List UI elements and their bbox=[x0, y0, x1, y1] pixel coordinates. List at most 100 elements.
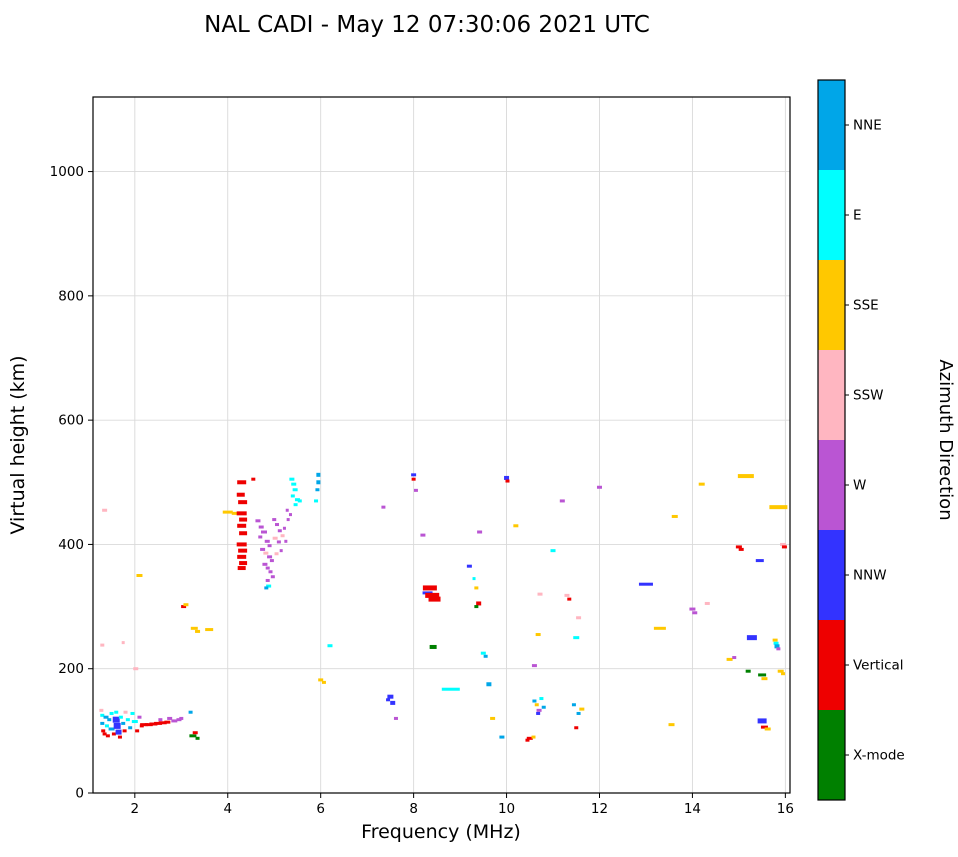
echo-point bbox=[231, 511, 238, 515]
echo-point bbox=[387, 694, 394, 699]
echo-point bbox=[264, 539, 270, 543]
echo-point bbox=[239, 561, 248, 566]
echo-point bbox=[237, 480, 247, 485]
colorbar-label-w: W bbox=[853, 478, 866, 494]
echo-point bbox=[140, 723, 149, 727]
echo-point bbox=[270, 575, 275, 579]
echo-point bbox=[726, 657, 733, 661]
echo-point bbox=[476, 601, 482, 606]
echo-point bbox=[118, 715, 123, 719]
x-tick-label: 6 bbox=[316, 801, 325, 817]
echo-point bbox=[574, 726, 579, 730]
echo-point bbox=[238, 500, 248, 505]
echo-point bbox=[133, 667, 139, 671]
echo-point bbox=[474, 605, 479, 609]
echo-point bbox=[239, 531, 248, 536]
x-tick-label: 10 bbox=[498, 801, 515, 817]
echo-point bbox=[123, 710, 128, 714]
echo-point bbox=[238, 548, 248, 553]
echo-point bbox=[205, 628, 214, 632]
echo-point bbox=[539, 697, 544, 701]
echo-point bbox=[483, 654, 488, 658]
y-tick-label: 800 bbox=[58, 288, 84, 304]
echo-point bbox=[121, 721, 126, 725]
echo-point bbox=[781, 545, 787, 549]
axis-ticks: 2 4 6 8 10 12 14 16 0 200 400 600 800 1000 bbox=[50, 164, 794, 817]
colorbar-segment-e bbox=[818, 170, 845, 260]
x-tick-label: 12 bbox=[591, 801, 608, 817]
echo-point bbox=[158, 718, 163, 722]
echo-point bbox=[189, 734, 197, 738]
echo-point bbox=[638, 582, 653, 586]
echo-point bbox=[285, 508, 289, 512]
echo-point bbox=[264, 586, 269, 590]
echo-point bbox=[532, 699, 537, 703]
colorbar-segment-ssw bbox=[818, 350, 845, 440]
echo-point bbox=[136, 574, 143, 577]
y-axis-label: Virtual height (km) bbox=[7, 355, 29, 534]
echo-point bbox=[758, 673, 767, 677]
echo-point bbox=[774, 644, 780, 649]
echo-point bbox=[237, 523, 247, 528]
colorbar-border bbox=[817, 79, 846, 801]
echo-point bbox=[288, 513, 292, 517]
echo-point bbox=[280, 534, 285, 538]
echo-point bbox=[480, 651, 486, 655]
y-tick-label: 0 bbox=[75, 786, 84, 802]
x-axis-label: Frequency (MHz) bbox=[361, 821, 521, 843]
colorbar-segment-nne bbox=[818, 80, 845, 170]
echo-point bbox=[411, 477, 416, 481]
echo-point bbox=[576, 616, 582, 620]
echo-point bbox=[428, 596, 441, 602]
echo-point bbox=[269, 559, 274, 563]
echo-point bbox=[171, 719, 178, 723]
colorbar-segment-x-mode bbox=[818, 710, 845, 800]
echo-point bbox=[559, 499, 565, 503]
echo-point bbox=[689, 607, 696, 611]
echo-point bbox=[102, 732, 107, 736]
echo-point bbox=[272, 518, 277, 522]
echo-point bbox=[764, 727, 771, 731]
echo-point bbox=[297, 499, 302, 503]
echo-point bbox=[698, 482, 705, 486]
echo-point bbox=[314, 499, 319, 503]
echo-point bbox=[103, 715, 109, 719]
echo-point bbox=[393, 716, 398, 720]
echo-point bbox=[266, 584, 272, 588]
colorbar-label-vertical: Vertical bbox=[853, 658, 904, 674]
echo-point bbox=[158, 721, 167, 725]
echo-point bbox=[188, 710, 193, 714]
echo-point bbox=[195, 629, 201, 633]
echo-point bbox=[536, 711, 541, 715]
echo-point bbox=[236, 492, 245, 497]
colorbar-title: Azimuth Direction bbox=[935, 359, 956, 520]
echo-point bbox=[735, 545, 742, 549]
echo-point bbox=[671, 514, 678, 518]
echo-point bbox=[154, 721, 163, 725]
echo-point bbox=[179, 716, 184, 720]
echo-point bbox=[531, 664, 537, 668]
echo-point bbox=[117, 735, 122, 739]
echo-point bbox=[576, 711, 581, 715]
x-tick-label: 4 bbox=[223, 801, 232, 817]
echo-point bbox=[107, 718, 112, 722]
x-tick-label: 2 bbox=[131, 801, 140, 817]
echo-point bbox=[746, 635, 757, 641]
echo-point bbox=[534, 703, 539, 707]
echo-point bbox=[777, 669, 784, 673]
echo-point bbox=[258, 535, 263, 539]
echo-point bbox=[237, 554, 247, 559]
echo-point bbox=[327, 644, 333, 648]
echo-point bbox=[279, 549, 283, 553]
x-tick-label: 14 bbox=[684, 801, 701, 817]
echo-point bbox=[108, 727, 115, 731]
y-tick-label: 200 bbox=[58, 661, 84, 677]
echo-point bbox=[236, 511, 247, 516]
y-tick-label: 600 bbox=[58, 413, 84, 429]
echo-point bbox=[109, 711, 114, 715]
colorbar-label-sse: SSE bbox=[853, 298, 879, 314]
echo-points bbox=[99, 472, 788, 742]
echo-point bbox=[596, 485, 602, 489]
echo-point bbox=[275, 523, 280, 527]
